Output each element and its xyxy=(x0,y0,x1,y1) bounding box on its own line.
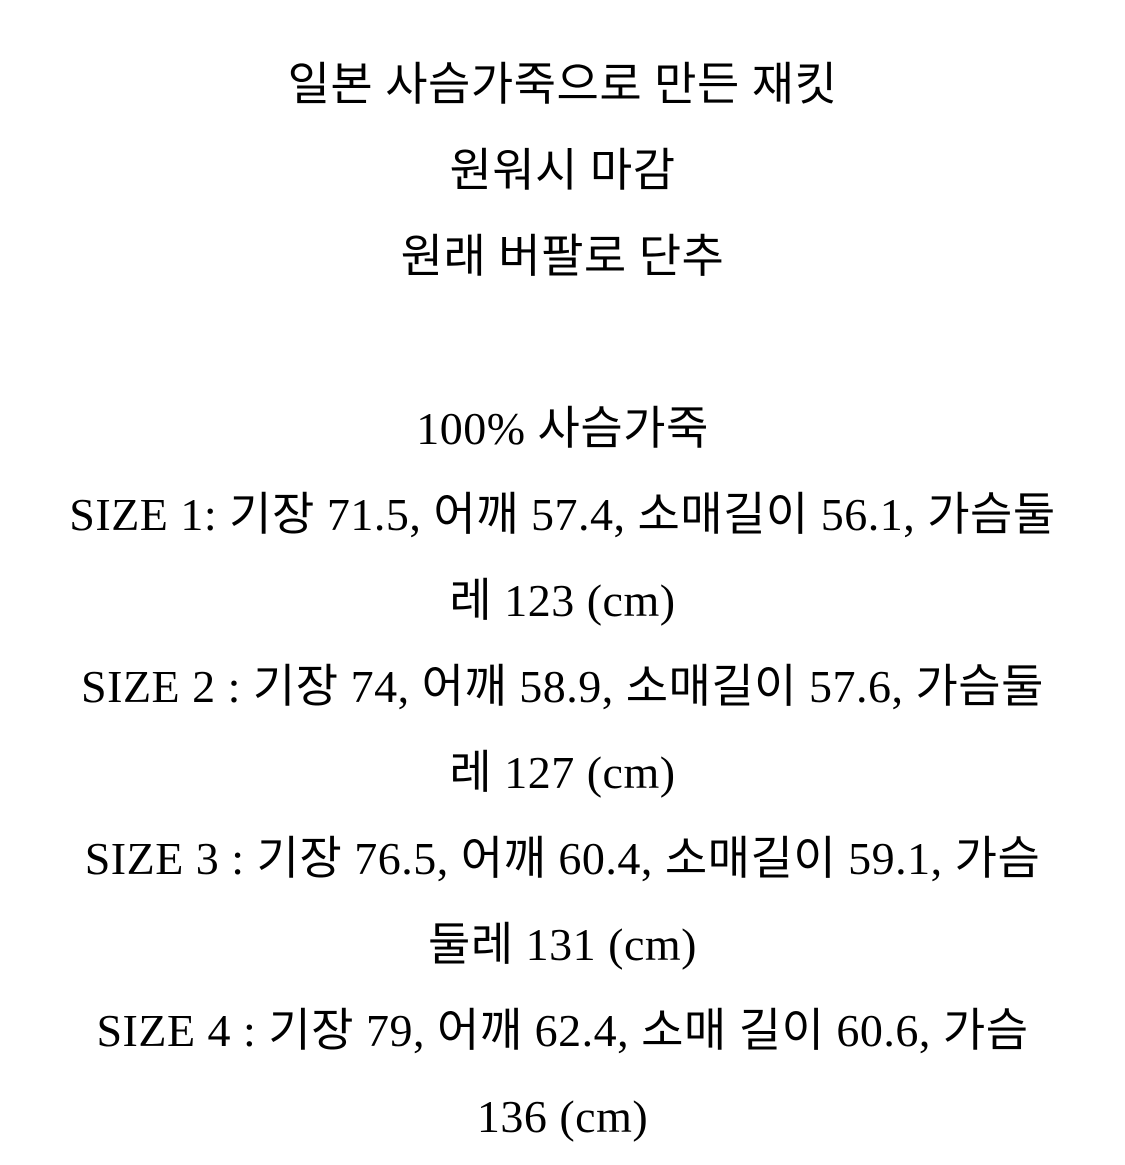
description-line: 일본 사슴가죽으로 만든 재킷 xyxy=(287,59,838,110)
description-line: SIZE 3 : 기장 76.5, 어깨 60.4, 소매길이 59.1, 가슴 xyxy=(84,833,1041,884)
description-line: 레 123 (cm) xyxy=(449,575,676,626)
description-line: 원워시 마감 xyxy=(449,145,676,196)
description-line: 136 (cm) xyxy=(476,1091,649,1142)
description-line: SIZE 2 : 기장 74, 어깨 58.9, 소매길이 57.6, 가슴둘 xyxy=(81,661,1044,712)
description-line: SIZE 4 : 기장 79, 어깨 62.4, 소매 길이 60.6, 가슴 xyxy=(96,1005,1029,1056)
description-line: 둘레 131 (cm) xyxy=(428,919,697,970)
description-line: SIZE 1: 기장 71.5, 어깨 57.4, 소매길이 56.1, 가슴둘 xyxy=(69,489,1056,540)
description-line: 레 127 (cm) xyxy=(449,747,676,798)
description-line xyxy=(0,300,1125,386)
description-line: 100% 사슴가죽 xyxy=(416,403,709,454)
description-line: 원래 버팔로 단추 xyxy=(400,231,725,282)
